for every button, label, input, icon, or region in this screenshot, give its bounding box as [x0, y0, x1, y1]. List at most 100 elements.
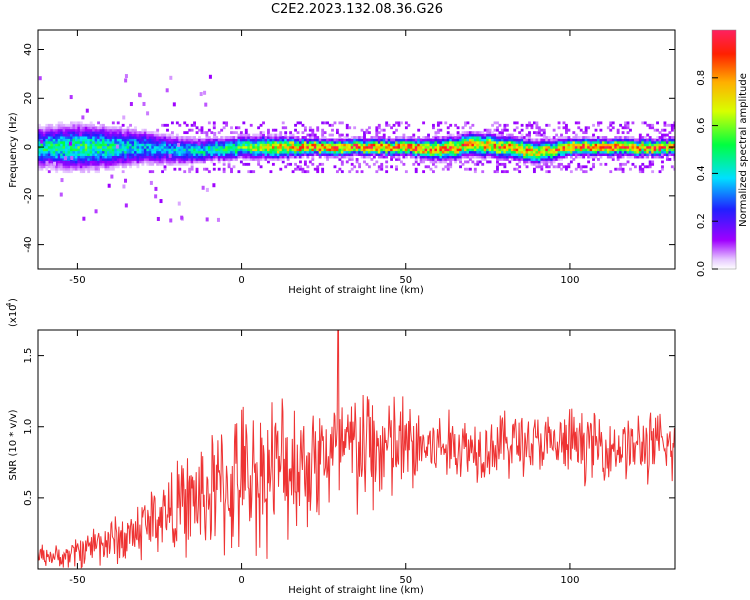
heatmap-cell: [392, 131, 396, 135]
heatmap-cell: [262, 121, 265, 125]
heatmap-cell: [360, 153, 364, 156]
heatmap-cell: [124, 138, 128, 142]
heatmap-cell: [653, 138, 657, 142]
heatmap-cell: [323, 136, 327, 139]
heatmap-cell: [510, 133, 514, 137]
heatmap-cell: [70, 136, 73, 139]
heatmap-cell: [156, 150, 160, 154]
heatmap-cell: [326, 153, 329, 156]
heatmap-cell: [175, 160, 179, 164]
heatmap-cell: [239, 136, 243, 139]
heatmap-cell: [594, 138, 598, 142]
heatmap-cell: [74, 153, 78, 156]
heatmap-cell: [249, 123, 253, 127]
heatmap-cell: [138, 153, 142, 156]
heatmap-cell: [572, 138, 576, 142]
heatmap-cell: [190, 140, 194, 144]
heatmap-cell: [52, 145, 56, 149]
heatmap-cell: [183, 158, 187, 161]
heatmap-cell: [180, 148, 184, 152]
heatmap-cell: [146, 160, 150, 164]
heatmap-cell: [609, 170, 613, 174]
heatmap-cell: [249, 170, 253, 174]
heatmap-cell: [365, 145, 369, 149]
heatmap-cell: [87, 143, 91, 147]
heatmap-cell: [340, 148, 344, 152]
heatmap-cell: [461, 138, 465, 142]
heatmap-cell: [185, 150, 189, 154]
heatmap-cell: [77, 136, 81, 139]
heatmap-cell: [230, 150, 233, 154]
heatmap-cell: [626, 160, 630, 164]
heatmap-cell: [99, 155, 103, 159]
heatmap-cell: [70, 133, 73, 137]
heatmap-cell: [259, 123, 263, 127]
heatmap-cell: [188, 140, 192, 144]
heatmap-cell: [42, 160, 46, 164]
heatmap-cell: [104, 167, 108, 171]
heatmap-cell: [269, 140, 273, 144]
heatmap-cell: [614, 145, 618, 149]
heatmap-cell: [131, 133, 135, 137]
heatmap-cell: [222, 158, 226, 161]
heatmap-cell: [572, 158, 576, 161]
heatmap-cell: [370, 145, 374, 149]
heatmap-cell: [220, 138, 224, 142]
heatmap-cell: [402, 155, 406, 159]
heatmap-cell: [619, 148, 623, 152]
heatmap-cell: [244, 138, 248, 142]
heatmap-cell: [589, 150, 593, 154]
heatmap-cell: [252, 148, 256, 152]
heatmap-cell: [257, 136, 261, 139]
heatmap-cell: [380, 136, 384, 139]
heatmap-cell: [508, 143, 512, 147]
heatmap-cell: [513, 143, 517, 147]
heatmap-cell: [254, 153, 258, 156]
heatmap-cell: [62, 138, 66, 142]
heatmap-cell: [500, 148, 504, 152]
heatmap-cell: [303, 143, 307, 147]
heatmap-cell: [131, 160, 135, 164]
heatmap-cell: [143, 148, 147, 152]
heatmap-cell: [540, 138, 544, 142]
heatmap-cell: [500, 150, 504, 154]
heatmap-cell: [99, 162, 103, 166]
heatmap-cell: [535, 123, 539, 127]
heatmap-cell: [47, 145, 51, 149]
heatmap-cell: [569, 160, 573, 164]
heatmap-cell: [116, 148, 120, 152]
heatmap-cell: [262, 150, 265, 154]
heatmap-cell: [114, 162, 118, 166]
heatmap-cell: [390, 148, 394, 152]
heatmap-cell: [38, 160, 41, 164]
heatmap-cell: [242, 136, 246, 139]
heatmap-cell: [74, 131, 78, 135]
heatmap-cell: [338, 155, 342, 159]
heatmap-cell: [62, 150, 66, 154]
heatmap-cell: [358, 138, 362, 142]
heatmap-cell: [311, 136, 315, 139]
heatmap-cell: [377, 145, 381, 149]
heatmap-cell: [264, 153, 268, 156]
heatmap-cell: [614, 148, 618, 152]
heatmap-cell: [372, 162, 376, 166]
heatmap-cell: [510, 155, 514, 159]
heatmap-cell: [111, 145, 115, 149]
heatmap-cell: [47, 128, 51, 132]
heatmap-cell: [673, 155, 675, 159]
heatmap-cell: [661, 128, 664, 132]
heatmap-cell: [663, 143, 667, 147]
heatmap-cell: [550, 158, 554, 161]
heatmap-cell: [432, 143, 435, 147]
heatmap-cell: [422, 153, 426, 156]
heatmap-cell: [638, 150, 642, 154]
heatmap-cell: [121, 148, 125, 152]
heatmap-cell: [106, 150, 110, 154]
heatmap-cell: [343, 155, 347, 159]
heatmap-cell: [367, 155, 371, 159]
heatmap-cell: [74, 121, 78, 125]
heatmap-cell: [296, 136, 300, 139]
heatmap-cell: [419, 155, 423, 159]
heatmap-cell: [449, 140, 453, 144]
heatmap-cell: [289, 143, 293, 147]
